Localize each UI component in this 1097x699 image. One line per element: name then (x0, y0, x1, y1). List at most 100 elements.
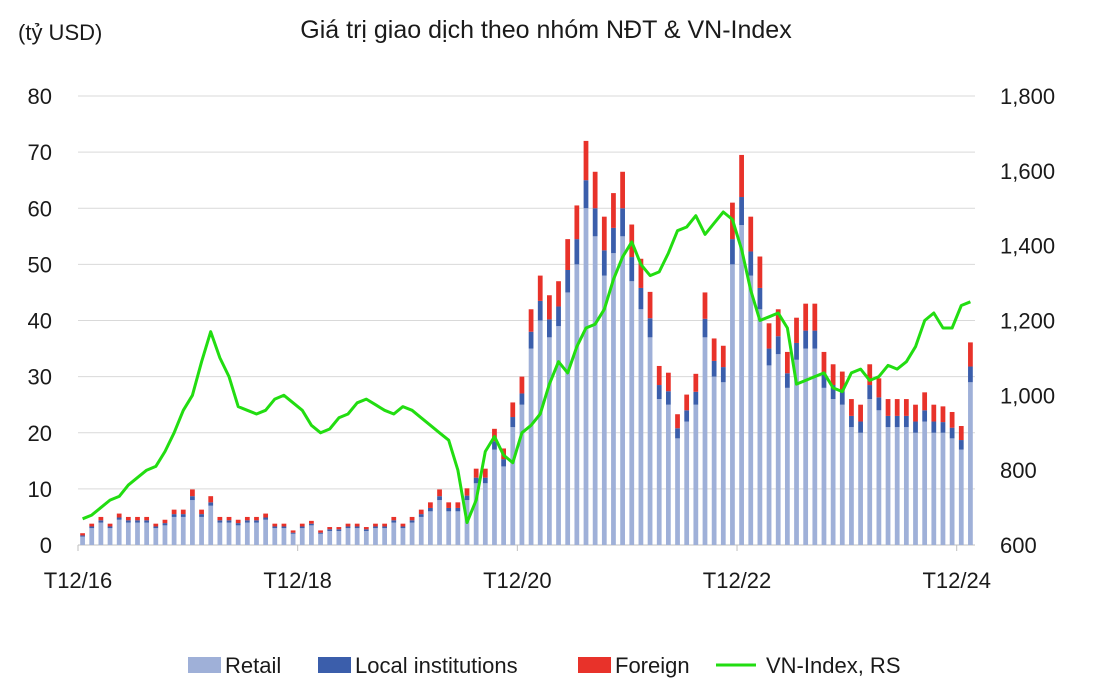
foreign-bar (473, 468, 479, 478)
local-institutions-bar (556, 306, 561, 327)
retail-bar (922, 421, 928, 545)
foreign-bar (583, 140, 589, 181)
local-institutions-bar (281, 526, 287, 529)
foreign-bar (235, 519, 241, 524)
foreign-bar (684, 394, 690, 411)
retail-bar (226, 522, 232, 545)
local-institutions-bar (263, 517, 269, 520)
foreign-bar (98, 516, 104, 521)
foreign-bar (272, 523, 278, 527)
retail-bar (135, 522, 140, 545)
foreign-bar (931, 404, 937, 422)
local-institutions-bar (80, 535, 85, 537)
foreign-bar (89, 523, 95, 527)
local-institutions-bar (309, 523, 314, 526)
retail-bar (656, 399, 662, 545)
foreign-bar (309, 520, 314, 524)
retail-bar (244, 522, 250, 545)
y-tick-label: 0 (40, 533, 52, 558)
y-tick-label: 40 (28, 309, 52, 334)
y-tick-label: 70 (28, 140, 52, 165)
foreign-bar (821, 351, 827, 374)
retail-bar (730, 264, 735, 545)
local-institutions-bar (620, 208, 625, 237)
local-institutions-bar (354, 526, 360, 529)
foreign-bar (455, 502, 461, 508)
local-institutions-bar (565, 269, 571, 293)
retail-bar (217, 522, 223, 545)
local-institutions-bar (794, 342, 799, 360)
foreign-bar (254, 516, 259, 521)
retail-bar (455, 511, 461, 545)
retail-bar (309, 525, 314, 545)
vnindex-line-series (82, 210, 971, 524)
y2-tick-label: 1,800 (1000, 84, 1055, 109)
local-institutions-bar (629, 257, 635, 282)
retail-bar (794, 359, 799, 545)
foreign-bar (327, 527, 333, 530)
y2-tick-label: 1,200 (1000, 309, 1055, 334)
retail-bar (601, 275, 607, 545)
retail-bar (693, 404, 699, 545)
foreign-bar (528, 309, 534, 332)
local-institutions-bar (675, 428, 680, 439)
legend-local-institutions-label: Local institutions (355, 653, 518, 678)
local-institutions-bar (867, 385, 873, 400)
retail-bar (766, 365, 772, 545)
foreign-bar (693, 373, 699, 392)
retail-bar (501, 466, 506, 545)
local-institutions-bar (418, 514, 424, 517)
retail-bar (144, 522, 150, 545)
retail-bar (98, 522, 104, 545)
foreign-bar (135, 516, 140, 521)
foreign-bar (373, 523, 378, 527)
retail-bar (391, 522, 397, 545)
y2-tick-label: 1,000 (1000, 383, 1055, 408)
foreign-bar (766, 323, 772, 349)
local-institutions-bar (968, 366, 973, 383)
retail-bar (885, 427, 891, 545)
retail-bar (913, 432, 918, 545)
local-institutions-bar (125, 520, 131, 523)
foreign-bar (702, 292, 708, 319)
retail-bar (537, 320, 543, 545)
retail-bar (180, 516, 186, 545)
retail-bar (547, 337, 552, 545)
local-institutions-bar (473, 477, 479, 484)
foreign-bar (803, 303, 809, 331)
foreign-bar (867, 364, 873, 386)
foreign-bar (244, 516, 250, 521)
foreign-bar (437, 489, 442, 497)
foreign-bar (464, 488, 470, 496)
retail-bar (775, 354, 781, 545)
local-institutions-bar (327, 529, 333, 531)
local-institutions-bar (428, 507, 433, 512)
local-institutions-bar (858, 421, 863, 433)
x-tick-label: T12/16 (44, 568, 113, 593)
foreign-bar (922, 392, 928, 411)
foreign-bar (949, 411, 955, 428)
local-institutions-bar (903, 415, 909, 428)
local-institutions-bar (299, 526, 305, 529)
retail-bar (318, 533, 323, 545)
foreign-bar (830, 364, 836, 386)
foreign-bar (199, 509, 204, 515)
local-institutions-bar (537, 300, 543, 321)
legend-foreign-swatch (578, 657, 611, 673)
retail-bar (592, 236, 598, 545)
foreign-bar (400, 523, 406, 527)
foreign-bar (116, 513, 122, 518)
foreign-bar (80, 533, 85, 536)
local-institutions-bar (144, 520, 150, 523)
legend-retail-label: Retail (225, 653, 281, 678)
legend-foreign-label: Foreign (615, 653, 690, 678)
retail-bar (473, 483, 479, 545)
legend-vnindex-label: VN-Index, RS (766, 653, 901, 678)
foreign-bar (675, 414, 680, 429)
foreign-bar (162, 519, 168, 524)
local-institutions-bar (766, 348, 772, 366)
local-institutions-bar (876, 397, 882, 411)
local-institutions-bar (547, 319, 552, 338)
local-institutions-bar (318, 532, 323, 534)
y-tick-label: 30 (28, 365, 52, 390)
